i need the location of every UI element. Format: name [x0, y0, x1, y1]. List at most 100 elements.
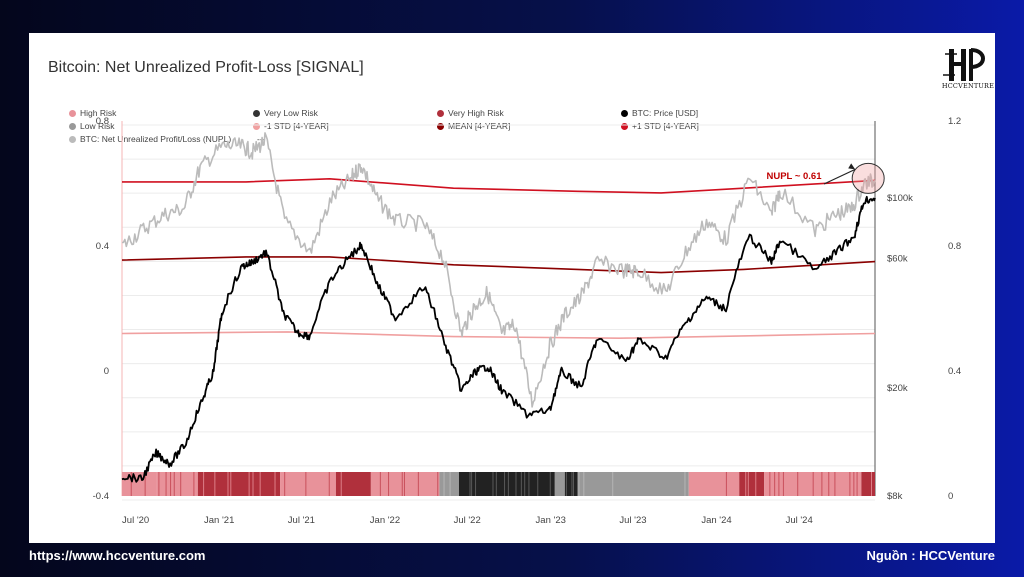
signal-band [156, 472, 198, 496]
signal-stripe [528, 472, 530, 496]
logo-icon [943, 48, 985, 81]
signal-band [370, 472, 440, 496]
signal-stripe [227, 472, 229, 496]
y-left-tick-label: 0.8 [96, 116, 109, 127]
signal-stripe [328, 472, 330, 496]
legend-swatch [253, 109, 260, 117]
footer-website[interactable]: https://www.hccventure.com [29, 548, 206, 563]
signal-stripe [725, 472, 727, 496]
signal-stripe [158, 472, 160, 496]
signal-stripe [684, 472, 686, 496]
signal-band [577, 472, 689, 496]
x-tick-label: Jul '24 [786, 515, 813, 526]
legend-label: MEAN [4-YEAR] [448, 121, 511, 131]
legend-label: Very High Risk [448, 108, 504, 118]
legend-label: BTC: Price [USD] [632, 108, 699, 118]
signal-stripe [537, 472, 539, 496]
annotation-arrow [823, 168, 856, 185]
legend-swatch [69, 122, 76, 130]
signal-stripe [612, 472, 614, 496]
legend-swatch [437, 109, 444, 117]
signal-stripe [870, 472, 872, 496]
minus-1-std-line [121, 331, 876, 339]
signal-stripe [755, 472, 757, 496]
signal-stripe [471, 472, 473, 496]
x-tick-label: Jul '20 [122, 515, 149, 526]
signal-stripe [180, 472, 182, 496]
signal-stripe [853, 472, 855, 496]
signal-stripe [274, 472, 276, 496]
annotation-label: NUPL ~ 0.61 [766, 171, 822, 182]
signal-stripe [774, 472, 776, 496]
plus-1-std-line [122, 178, 876, 194]
signal-stripe [475, 472, 477, 496]
signal-band [458, 472, 555, 496]
signal-stripe [834, 472, 836, 496]
legend-item[interactable]: High Risk [69, 108, 116, 118]
y-left-tick-label: 0.4 [96, 241, 109, 252]
signal-stripe [284, 472, 286, 496]
legend-label: Very Low Risk [264, 108, 318, 118]
chart-title: Bitcoin: Net Unrealized Profit-Loss [SIG… [48, 59, 364, 76]
y-price-tick-label: $20k [887, 383, 908, 394]
signal-stripe [507, 472, 509, 496]
signal-stripe [778, 472, 780, 496]
y-ratio-tick-label: 0.8 [948, 241, 961, 252]
signal-stripe [437, 472, 439, 496]
legend-item[interactable]: +1 STD [4-YEAR] [621, 121, 699, 131]
legend-swatch [621, 122, 628, 130]
signal-stripe [305, 472, 307, 496]
signal-stripe [173, 472, 175, 496]
signal-stripe [495, 472, 497, 496]
signal-stripe [401, 472, 403, 496]
signal-stripe [193, 472, 195, 496]
x-tick-label: Jul '22 [454, 515, 481, 526]
legend-item[interactable]: Very Low Risk [253, 108, 318, 118]
signal-band [739, 472, 765, 496]
footer-source: Nguồn : HCCVenture [866, 548, 995, 563]
signal-stripe [769, 472, 771, 496]
signal-stripe [549, 472, 551, 496]
legend-swatch [253, 122, 260, 130]
signal-stripe [492, 472, 494, 496]
legend-item[interactable]: -1 STD [4-YEAR] [253, 121, 329, 131]
signal-stripe [524, 472, 526, 496]
legend-label: High Risk [80, 108, 117, 118]
legend-swatch [437, 122, 444, 130]
chart-legend: High Risk Very Low Risk Very High Risk BTC:… [69, 108, 769, 148]
signal-band [688, 472, 740, 496]
legend-item[interactable]: BTC: Net Unrealized Profit/Loss (NUPL) [69, 134, 231, 144]
y-left-tick-label: -0.4 [93, 491, 109, 502]
signal-stripe [565, 472, 567, 496]
legend-item[interactable]: Low Risk [69, 121, 114, 131]
legend-item[interactable]: Very High Risk [437, 108, 504, 118]
signal-stripe [747, 472, 749, 496]
legend-swatch [69, 109, 76, 117]
signal-stripe [203, 472, 205, 496]
legend-label: Low Risk [80, 121, 115, 131]
chart-card: Bitcoin: Net Unrealized Profit-Loss [SIG… [29, 33, 995, 543]
x-tick-label: Jan '23 [536, 515, 566, 526]
signal-stripe [856, 472, 858, 496]
signal-stripe [388, 472, 390, 496]
annotation-circle [851, 162, 885, 194]
signal-stripe [504, 472, 506, 496]
legend-item[interactable]: MEAN [4-YEAR] [437, 121, 510, 131]
x-tick-label: Jul '21 [288, 515, 315, 526]
signal-stripe [144, 472, 146, 496]
legend-label: +1 STD [4-YEAR] [632, 121, 699, 131]
signal-stripe [520, 472, 522, 496]
signal-stripe [252, 472, 254, 496]
signal-stripe [417, 472, 419, 496]
signal-stripe [259, 472, 261, 496]
signal-stripe [583, 472, 585, 496]
signal-stripe [812, 472, 814, 496]
y-ratio-tick-label: 0.4 [948, 366, 961, 377]
x-tick-label: Jan '24 [701, 515, 731, 526]
signal-stripe [745, 472, 747, 496]
legend-item[interactable]: BTC: Price [USD] [621, 108, 698, 118]
y-left-tick-label: 0 [104, 366, 109, 377]
signal-band [861, 472, 875, 496]
nupl-chart: 0.8 0.4 0 -0.4 $100k $60k $20k $8k 1.2 0.8 0.4 0 Jul… [93, 116, 962, 526]
legend-label: BTC: Net Unrealized Profit/Loss (NUPL) [80, 134, 232, 144]
